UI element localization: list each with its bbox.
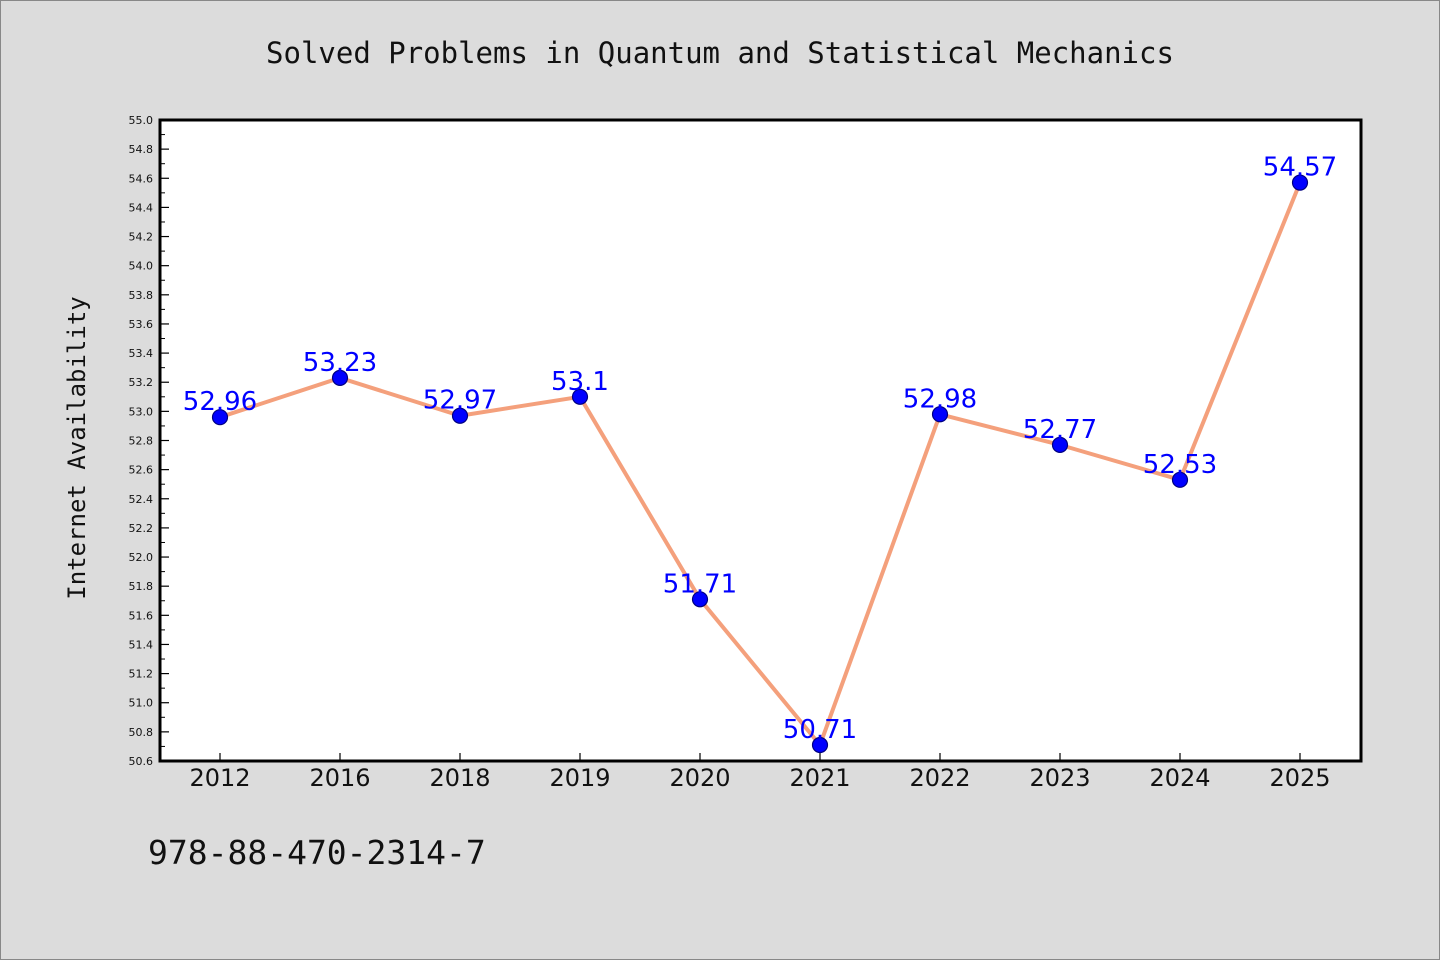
- data-point: [1051, 436, 1069, 453]
- data-label: 52.77: [1023, 415, 1097, 445]
- y-tick-label: 55.0: [129, 114, 154, 127]
- footer-code: 978-88-470-2314-7: [148, 833, 486, 872]
- data-label: 52.53: [1143, 450, 1217, 480]
- x-tick-label: 2024: [1149, 764, 1210, 792]
- x-axis-ticks: 2012 2016 2018 2019 2020 2021 2022 2023 2024 2025: [189, 753, 1331, 792]
- x-tick-label: 2022: [909, 764, 970, 792]
- y-tick-label: 51.8: [129, 580, 154, 593]
- y-tick-label: 53.8: [129, 289, 154, 302]
- y-tick-label: 54.8: [129, 143, 154, 156]
- y-tick-label: 51.0: [129, 697, 154, 710]
- x-tick-label: 2021: [789, 764, 850, 792]
- data-point: [571, 388, 589, 405]
- data-point: [691, 591, 709, 608]
- y-tick-label: 50.8: [129, 726, 154, 739]
- y-tick-label: 52.0: [129, 551, 154, 564]
- data-point: [331, 369, 349, 386]
- data-labels-group: 52.96 53.23 52.97 53.1 51.71 50.71 52.98 52.77 5…: [183, 153, 1337, 745]
- y-axis-label: Internet Availability: [63, 296, 91, 599]
- data-point: [811, 736, 829, 754]
- x-tick-label: 2018: [429, 764, 490, 792]
- data-label: 52.98: [903, 384, 977, 414]
- series-line: [219, 181, 1302, 747]
- data-point: [211, 409, 229, 426]
- x-tick-label: 2023: [1029, 764, 1090, 792]
- y-tick-label: 53.4: [129, 347, 154, 360]
- y-tick-label: 50.6: [129, 755, 154, 768]
- x-tick-label: 2016: [309, 764, 370, 792]
- data-label: 50.71: [783, 715, 857, 745]
- y-tick-label: 52.2: [129, 522, 154, 535]
- data-point: [931, 406, 949, 423]
- data-label: 52.97: [423, 386, 497, 416]
- data-label: 53.1: [551, 367, 609, 397]
- y-tick-label: 53.2: [129, 376, 154, 389]
- data-label: 54.57: [1263, 153, 1337, 183]
- y-tick-label: 52.8: [129, 435, 154, 448]
- data-point: [1291, 174, 1309, 191]
- data-label: 53.23: [303, 348, 377, 378]
- y-tick-label: 52.6: [129, 464, 154, 477]
- x-tick-label: 2025: [1269, 764, 1330, 792]
- data-point: [451, 407, 469, 424]
- data-label: 51.71: [663, 569, 737, 599]
- x-tick-label: 2020: [669, 764, 730, 792]
- y-tick-label: 51.2: [129, 668, 154, 681]
- plot-area: [158, 118, 1363, 763]
- y-tick-label: 54.4: [129, 201, 154, 214]
- y-axis-ticks: 50.6 50.8 51.0 51.2 51.4 51.6 51.8 52.0 52.2 52.4…: [129, 114, 169, 768]
- y-tick-label: 51.6: [129, 609, 154, 622]
- x-tick-label: 2019: [549, 764, 610, 792]
- chart-title: Solved Problems in Quantum and Statistic…: [266, 36, 1174, 70]
- y-tick-label: 51.4: [129, 638, 154, 651]
- data-label: 52.96: [183, 387, 257, 417]
- data-point: [1171, 471, 1189, 488]
- y-tick-label: 53.6: [129, 318, 154, 331]
- y-tick-label: 53.0: [129, 405, 154, 418]
- y-tick-label: 52.4: [129, 493, 154, 506]
- y-tick-label: 54.2: [129, 231, 154, 244]
- x-tick-label: 2012: [189, 764, 250, 792]
- y-tick-label: 54.0: [129, 260, 154, 273]
- y-tick-label: 54.6: [129, 172, 154, 185]
- series-line-group: [211, 174, 1309, 754]
